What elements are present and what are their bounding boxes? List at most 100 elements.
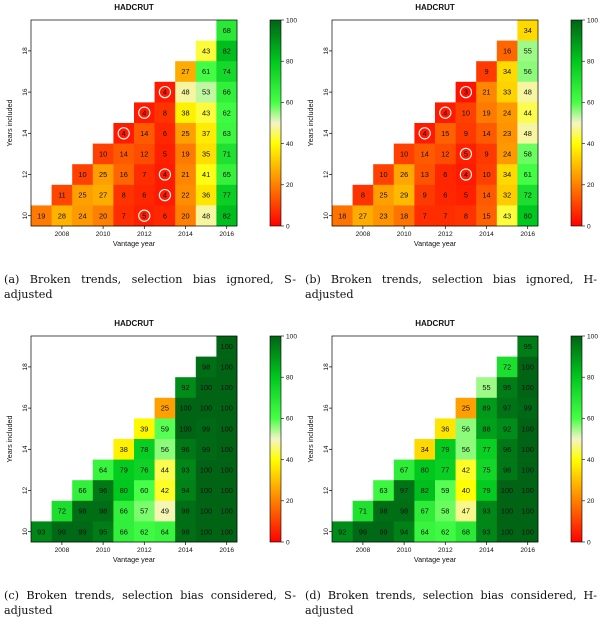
heatmap-cell [195, 439, 217, 460]
heatmap-cell [517, 184, 539, 206]
cell-value-label: 27 [99, 191, 107, 200]
cell-value-label: 80 [421, 466, 429, 475]
cell-value-label: 15 [482, 211, 490, 220]
heatmap-cell [393, 500, 415, 522]
x-tick-label: 2008 [55, 547, 70, 554]
cell-value-label: 29 [400, 191, 408, 200]
cell-value-label: 27 [181, 67, 189, 76]
cell-value-label: 14 [482, 129, 490, 138]
heatmap-cell [195, 500, 217, 522]
cell-value-label: 82 [223, 47, 231, 56]
x-tick-label: 2014 [479, 547, 494, 554]
min-marker-circle [459, 147, 473, 161]
cell-value-label: 100 [221, 527, 233, 536]
heatmap-cell [113, 123, 135, 144]
heatmap-cell [435, 480, 456, 502]
x-tick-label: 2008 [356, 547, 371, 554]
cell-value-label: 11 [58, 191, 66, 200]
heatmap-cell [154, 521, 176, 543]
cell-value-label: 100 [522, 383, 534, 392]
heatmap-cell [476, 480, 498, 502]
cell-value-label: 4 [122, 129, 126, 138]
heatmap-cell [195, 164, 217, 186]
color-scale-tick-label: 100 [587, 333, 598, 340]
heatmap-cell [476, 397, 498, 419]
cell-value-label: 72 [524, 191, 532, 200]
cell-value-label: 38 [181, 108, 189, 117]
cell-value-label: 79 [482, 486, 490, 495]
cell-value-label: 100 [179, 404, 191, 413]
heatmap-cell [195, 61, 217, 83]
heatmap-cell [175, 61, 197, 83]
cell-value-label: 99 [524, 404, 532, 413]
heatmap-cell [175, 164, 197, 186]
heatmap-cell [393, 205, 415, 227]
heatmap-cell [195, 459, 217, 481]
heatmap-cell [195, 102, 217, 124]
heatmap-cell [113, 480, 135, 502]
min-marker-circle [439, 106, 452, 119]
heatmap-cell [113, 500, 135, 522]
cell-value-label: 48 [181, 88, 189, 97]
cell-value-label: 99 [202, 445, 210, 454]
cell-value-label: 57 [140, 507, 148, 516]
heatmap-cell [92, 164, 114, 186]
heatmap-cell [414, 480, 436, 502]
min-marker-circle [117, 127, 130, 140]
heatmap-cell [175, 418, 197, 440]
plot-frame [331, 19, 539, 227]
y-axis-label: Years included [5, 100, 14, 147]
color-scale-tick-label: 60 [587, 416, 595, 423]
heatmap-cell [216, 377, 238, 399]
cell-value-label: 4 [163, 170, 167, 179]
heatmap-cell [72, 521, 94, 543]
cell-value-label: 78 [140, 445, 148, 454]
heatmap-cell [517, 356, 539, 378]
y-tick-label: 12 [22, 171, 29, 179]
heatmap-cell [517, 81, 539, 103]
y-axis-label: Years included [5, 416, 14, 463]
x-tick-label: 2012 [137, 547, 152, 554]
cell-value-label: 28 [58, 211, 66, 220]
heatmap-cell [195, 356, 217, 378]
heatmap-cell [175, 102, 197, 124]
cell-value-label: 4 [142, 108, 146, 117]
cell-value-label: 14 [482, 191, 490, 200]
cell-value-label: 9 [484, 67, 488, 76]
color-scale-tick-label: 40 [286, 141, 294, 148]
heatmap-cell [496, 439, 518, 460]
color-scale-tick-label: 60 [286, 100, 294, 107]
heatmap-cell [496, 356, 518, 378]
cell-value-label: 100 [221, 507, 233, 516]
heatmap-cell [175, 205, 197, 227]
cell-value-label: 25 [462, 404, 470, 413]
cell-value-label: 56 [524, 67, 532, 76]
heatmap-cell [195, 40, 217, 62]
cell-value-label: 7 [122, 211, 126, 220]
heatmap-cell [517, 205, 539, 227]
cell-value-label: 48 [524, 129, 532, 138]
heatmap-cell [113, 521, 135, 543]
color-scale-tick-label: 20 [286, 182, 294, 189]
cell-value-label: 7 [142, 170, 146, 179]
cell-value-label: 9 [423, 191, 427, 200]
cell-value-label: 22 [181, 191, 189, 200]
cell-value-label: 98 [181, 507, 189, 516]
heatmap-cell [175, 143, 197, 165]
heatmap-cell [195, 143, 217, 165]
heatmap-cell [352, 184, 374, 206]
heatmap-cell [496, 205, 518, 227]
heatmap-cell [216, 61, 238, 83]
cell-value-label: 34 [421, 445, 429, 454]
heatmap-cell [476, 81, 498, 103]
cell-value-label: 58 [524, 150, 532, 159]
heatmap-cell [134, 521, 155, 543]
cell-value-label: 61 [524, 170, 532, 179]
y-tick-label: 12 [323, 487, 330, 495]
cell-value-label: 98 [99, 507, 107, 516]
x-tick-label: 2010 [397, 231, 412, 238]
color-scale-tick-label: 0 [286, 223, 290, 230]
cell-value-label: 77 [441, 466, 449, 475]
cell-value-label: 100 [522, 445, 534, 454]
